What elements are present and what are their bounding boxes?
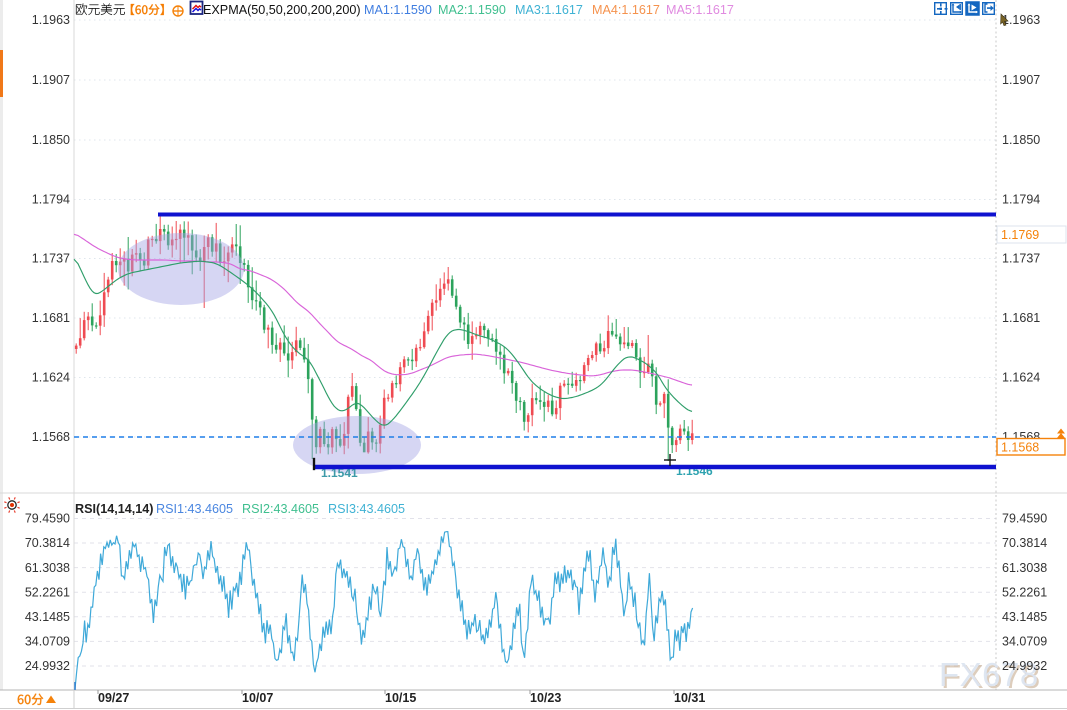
svg-text:10/07: 10/07 [242,691,273,705]
svg-text:79.4590: 79.4590 [25,512,70,526]
svg-text:24.9932: 24.9932 [1002,659,1047,673]
svg-text:1.1681: 1.1681 [32,311,70,325]
svg-text:1.1850: 1.1850 [32,133,70,147]
svg-text:61.3038: 61.3038 [1002,561,1047,575]
svg-text:RSI1:43.4605: RSI1:43.4605 [156,502,233,516]
svg-text:1.1624: 1.1624 [1002,371,1040,385]
svg-text:MA3:1.1617: MA3:1.1617 [515,3,583,17]
svg-text:24.9932: 24.9932 [25,659,70,673]
svg-text:1.1541: 1.1541 [321,466,358,480]
svg-text:FX678: FX678 [941,658,1041,695]
svg-text:1.1568: 1.1568 [32,430,70,444]
svg-text:10/23: 10/23 [530,691,561,705]
svg-text:1.1907: 1.1907 [32,73,70,87]
svg-text:43.1485: 43.1485 [25,610,70,624]
svg-text:EXPMA(50,50,200,200,200): EXPMA(50,50,200,200,200) [203,3,361,17]
svg-text:1.1769: 1.1769 [1001,228,1039,242]
svg-text:09/27: 09/27 [98,691,129,705]
svg-text:70.3814: 70.3814 [25,536,70,550]
svg-text:1.1568: 1.1568 [1001,441,1039,455]
svg-text:34.0709: 34.0709 [1002,635,1047,649]
svg-text:RSI(14,14,14): RSI(14,14,14) [75,502,153,516]
svg-text:1.1963: 1.1963 [32,13,70,27]
svg-text:10/15: 10/15 [385,691,416,705]
svg-text:MA1:1.1590: MA1:1.1590 [364,3,432,17]
svg-text:52.2261: 52.2261 [1002,585,1047,599]
svg-text:43.1485: 43.1485 [1002,610,1047,624]
svg-text:1.1963: 1.1963 [1002,13,1040,27]
svg-text:1.1624: 1.1624 [32,371,70,385]
svg-text:1.1737: 1.1737 [32,252,70,266]
svg-text:MA5:1.1617: MA5:1.1617 [666,3,734,17]
svg-text:61.3038: 61.3038 [25,561,70,575]
svg-text:1.1737: 1.1737 [1002,252,1040,266]
svg-text:1.1907: 1.1907 [1002,73,1040,87]
svg-text:RSI3:43.4605: RSI3:43.4605 [328,502,405,516]
svg-text:FX678: FX678 [939,656,1039,693]
svg-text:52.2261: 52.2261 [25,585,70,599]
svg-text:79.4590: 79.4590 [1002,512,1047,526]
svg-text:10/31: 10/31 [674,691,705,705]
svg-text:1.1794: 1.1794 [32,193,70,207]
svg-text:1.1850: 1.1850 [1002,133,1040,147]
svg-text:1.1794: 1.1794 [1002,193,1040,207]
svg-text:MA2:1.1590: MA2:1.1590 [438,3,506,17]
svg-text:70.3814: 70.3814 [1002,536,1047,550]
svg-text:34.0709: 34.0709 [25,635,70,649]
svg-text:RSI2:43.4605: RSI2:43.4605 [242,502,319,516]
svg-text:MA4:1.1617: MA4:1.1617 [592,3,660,17]
svg-text:1.1681: 1.1681 [1002,311,1040,325]
